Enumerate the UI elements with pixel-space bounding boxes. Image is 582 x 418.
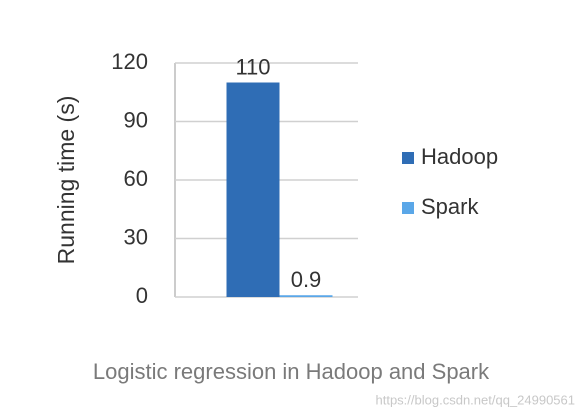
caption: Logistic regression in Hadoop and Spark — [93, 359, 490, 384]
y-tick-label: 90 — [124, 107, 148, 132]
y-tick-label: 60 — [124, 166, 148, 191]
value-label: 0.9 — [291, 267, 322, 292]
y-axis-label: Running time (s) — [53, 96, 79, 265]
y-tick-label: 120 — [111, 49, 148, 74]
legend-swatch — [402, 202, 414, 214]
y-tick-label: 0 — [136, 283, 148, 308]
watermark: https://blog.csdn.net/qq_24990561 — [376, 392, 576, 407]
bar — [226, 82, 280, 297]
legend-label: Spark — [421, 194, 479, 219]
bar — [279, 295, 333, 297]
legend-label: Hadoop — [421, 144, 498, 169]
y-tick-label: 30 — [124, 224, 148, 249]
value-label: 110 — [235, 54, 270, 79]
legend-swatch — [402, 152, 414, 164]
